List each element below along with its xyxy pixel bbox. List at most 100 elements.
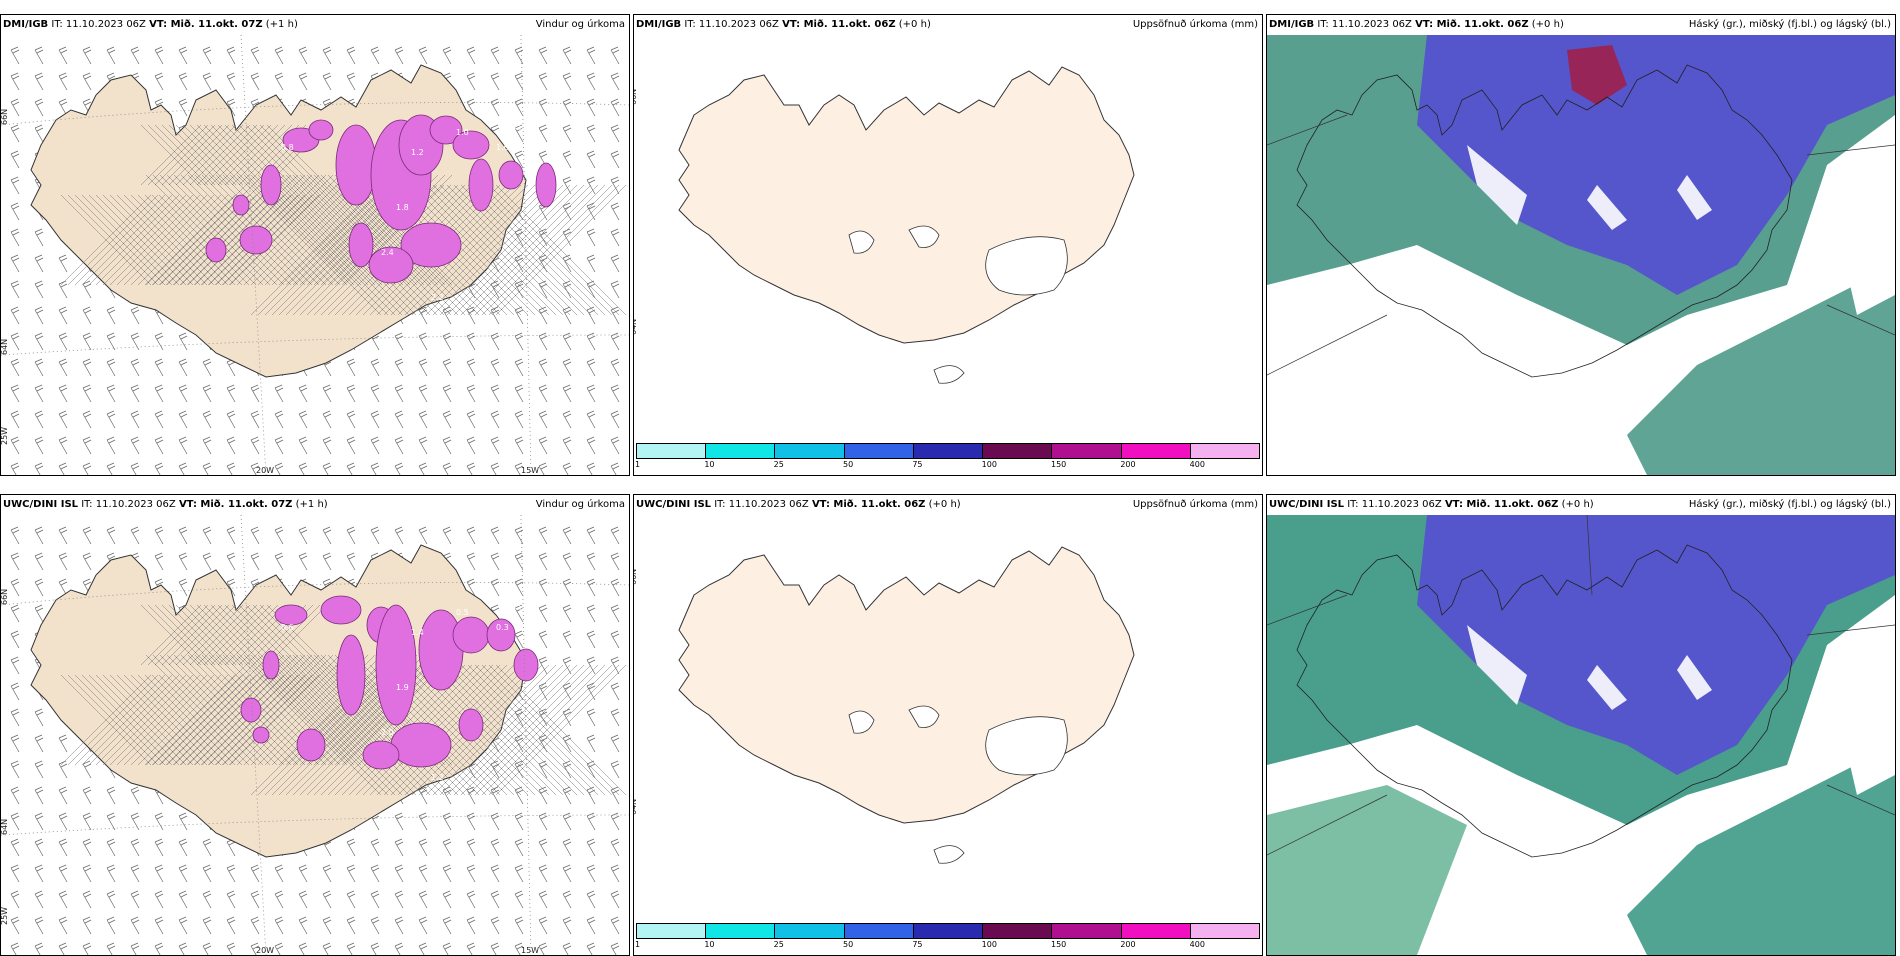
colorbar-swatch <box>913 444 984 458</box>
model-name: DMI/IGB <box>1269 19 1315 30</box>
precip-value-label: 0.5 <box>511 123 524 132</box>
colorbar-tick-label: 75 <box>912 460 923 469</box>
lat-label-66: 66N <box>1 109 9 125</box>
lat-label-66: 66N <box>1 589 9 605</box>
colorbar-tick-label: 200 <box>1120 460 1136 469</box>
colorbar-swatch <box>1190 444 1259 458</box>
colorbar-tick-label: 50 <box>843 940 854 949</box>
colorbar-tick-label: 75 <box>912 940 923 949</box>
colorbar-swatches <box>636 923 1260 939</box>
accum-precip-map: 66N 64N <box>634 66 1135 384</box>
colorbar-tick-label: 25 <box>773 460 784 469</box>
model-name: DMI/IGB <box>636 19 682 30</box>
glacier-myrdalsjokull <box>933 845 965 864</box>
precip-value-label: 1.6 <box>496 143 509 152</box>
model-name: UWC/DINI ISL <box>3 499 79 510</box>
panel-accum-dmi: DMI/IGB IT: 11.10.2023 06Z VT: Mið. 11.o… <box>633 14 1263 476</box>
colorbar-swatch <box>1121 924 1191 938</box>
valid-time: VT: Mið. 11.okt. 06Z <box>1415 19 1529 30</box>
graticule <box>1267 515 1895 856</box>
lead-time: (+0 h) <box>1531 19 1564 30</box>
glacier-vatnajokull <box>985 716 1068 776</box>
colorbar-swatch <box>1052 924 1122 938</box>
lon-label-25: 25W <box>1 907 9 925</box>
colorbar-swatch <box>913 924 984 938</box>
colorbar-tick-label: 1 <box>635 940 641 949</box>
accum-precip-map: 66N 64N <box>634 546 1135 864</box>
colorbar-tick-label: 10 <box>704 460 715 469</box>
lat-label-64: 64N <box>634 799 638 815</box>
precip-hatch <box>60 124 627 316</box>
valid-time: VT: Mið. 11.okt. 07Z <box>149 19 263 30</box>
valid-time: VT: Mið. 11.okt. 07Z <box>178 499 293 510</box>
precip-value-label: 0.5 <box>456 608 469 617</box>
colorbar-swatches <box>636 443 1260 459</box>
panel-title: Uppsöfnuð úrkoma (mm) <box>1132 19 1258 30</box>
colorbar-swatch <box>1121 444 1191 458</box>
cloud-map <box>1267 35 1895 475</box>
precip-value-label: 0.8 <box>281 143 294 152</box>
colorbar-swatch <box>706 924 776 938</box>
iceland-land <box>30 64 527 378</box>
precip-value-label: 1.8 <box>396 203 409 212</box>
graticule <box>1267 114 1895 376</box>
panel-header: DMI/IGB IT: 11.10.2023 06Z VT: Mið. 11.o… <box>1 15 629 35</box>
colorbar: 1 10 25 50 75 100 150 200 400 <box>635 923 1260 951</box>
init-time: IT: 11.10.2023 06Z <box>684 19 779 30</box>
precip-value-label: 0.3 <box>496 623 509 632</box>
precip-value-label: 1.4 <box>411 628 424 637</box>
precip-value-label: 2.0 <box>381 728 394 737</box>
panel-header: UWC/DINI ISL IT: 11.10.2023 06Z VT: Mið.… <box>1267 495 1895 515</box>
colorbar-swatch <box>844 444 914 458</box>
colorbar-tick-label: 150 <box>1051 940 1067 949</box>
iceland-land <box>678 546 1135 824</box>
iceland-land <box>678 66 1135 344</box>
wind-precip-map: 2.4 1.8 1.2 0.8 1.6 1.0 2.2 0.5 66N 64N 25W 20W… <box>1 35 629 475</box>
glacier-hofsjokull <box>908 225 940 248</box>
precip-labels: 2.0 1.9 1.4 0.6 0.3 0.5 1.2 0.8 <box>281 603 524 782</box>
glacier-langjokull <box>848 710 875 734</box>
panel-title: Háský (gr.), miðský (fj.bl.) og lágský (… <box>1688 19 1891 30</box>
valid-time: VT: Mið. 11.okt. 06Z <box>782 19 896 30</box>
colorbar-swatch <box>637 444 707 458</box>
colorbar-swatch <box>1052 444 1122 458</box>
iceland-outline <box>1296 64 1793 378</box>
precip-value-label: 0.8 <box>511 603 524 612</box>
lead-time: (+1 h) <box>295 499 328 510</box>
colorbar-swatch <box>983 444 1053 458</box>
colorbar-swatch <box>706 444 776 458</box>
lat-label-64: 64N <box>1 819 9 835</box>
precip-value-label: 1.9 <box>396 683 409 692</box>
init-time: IT: 11.10.2023 06Z <box>1317 19 1412 30</box>
panel-title: Vindur og úrkoma <box>535 19 625 30</box>
lon-label-20: 20W <box>256 466 274 475</box>
precip-value-label: 1.2 <box>431 773 444 782</box>
colorbar-swatch <box>775 444 845 458</box>
colorbar-tick-label: 10 <box>704 940 715 949</box>
colorbar: 1 10 25 50 75 100 150 200 400 <box>635 443 1260 471</box>
panel-wind-dmi: DMI/IGB IT: 11.10.2023 06Z VT: Mið. 11.o… <box>0 14 630 476</box>
precip-labels: 2.4 1.8 1.2 0.8 1.6 1.0 2.2 0.5 <box>281 123 524 302</box>
colorbar-swatch <box>983 924 1053 938</box>
iceland-outline <box>1296 544 1793 858</box>
cloud-layers <box>1267 515 1895 955</box>
glacier-outlines <box>848 225 1068 384</box>
lat-label-64: 64N <box>1 339 9 355</box>
colorbar-swatch <box>775 924 845 938</box>
glacier-vatnajokull <box>985 236 1068 296</box>
lead-time: (+1 h) <box>265 19 298 30</box>
graticule <box>1 515 629 955</box>
colorbar-swatch <box>844 924 914 938</box>
panel-header: UWC/DINI ISL IT: 11.10.2023 06Z VT: Mið.… <box>1 495 629 515</box>
lead-time: (+0 h) <box>898 19 931 30</box>
valid-time: VT: Mið. 11.okt. 06Z <box>1444 499 1559 510</box>
colorbar-ticks: 1 10 25 50 75 100 150 200 400 <box>635 940 1260 950</box>
init-time: IT: 11.10.2023 06Z <box>81 499 176 510</box>
panel-header: DMI/IGB IT: 11.10.2023 06Z VT: Mið. 11.o… <box>634 15 1262 35</box>
lat-label-66: 66N <box>634 569 638 585</box>
colorbar-swatch <box>637 924 707 938</box>
precip-blobs <box>240 595 539 770</box>
glacier-langjokull <box>848 230 875 254</box>
glacier-hofsjokull <box>908 705 940 728</box>
panel-header: UWC/DINI ISL IT: 11.10.2023 06Z VT: Mið.… <box>634 495 1262 515</box>
